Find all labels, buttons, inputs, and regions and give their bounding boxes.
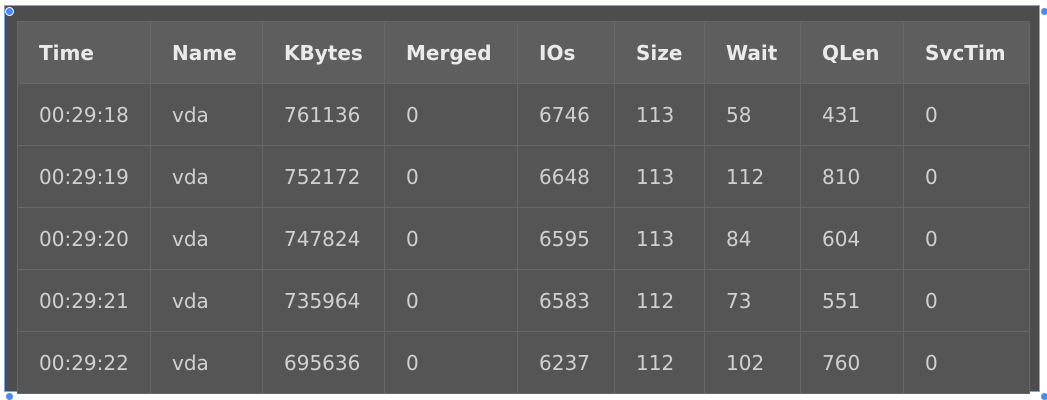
- col-header-qlen: QLen: [800, 21, 904, 84]
- cell-size: 112: [614, 331, 705, 394]
- data-table: Time Name KBytes Merged IOs Size Wait QL…: [17, 21, 1030, 394]
- cell-svctim: 0: [903, 207, 1030, 270]
- col-header-merged: Merged: [384, 21, 518, 84]
- cell-size: 113: [614, 207, 705, 270]
- cell-name: vda: [150, 145, 263, 208]
- col-header-svctim: SvcTim: [903, 21, 1030, 84]
- cell-svctim: 0: [903, 331, 1030, 394]
- cell-svctim: 0: [903, 269, 1030, 332]
- cell-merged: 0: [384, 83, 518, 146]
- table-panel: Time Name KBytes Merged IOs Size Wait QL…: [17, 21, 1030, 394]
- cell-wait: 73: [704, 269, 801, 332]
- cell-merged: 0: [384, 331, 518, 394]
- cell-svctim: 0: [903, 83, 1030, 146]
- col-header-time: Time: [17, 21, 151, 84]
- cell-size: 113: [614, 145, 705, 208]
- table-row: 00:29:22 vda 695636 0 6237 112 102 760 0: [17, 331, 1030, 394]
- cell-time: 00:29:19: [17, 145, 151, 208]
- cell-merged: 0: [384, 145, 518, 208]
- cell-name: vda: [150, 331, 263, 394]
- resize-handle-bottom-left[interactable]: [5, 392, 14, 400]
- cell-merged: 0: [384, 269, 518, 332]
- resize-handle-top-left[interactable]: [5, 7, 14, 16]
- cell-kbytes: 752172: [262, 145, 385, 208]
- cell-kbytes: 747824: [262, 207, 385, 270]
- cell-merged: 0: [384, 207, 518, 270]
- cell-qlen: 431: [800, 83, 904, 146]
- cell-wait: 112: [704, 145, 801, 208]
- col-header-ios: IOs: [517, 21, 615, 84]
- cell-name: vda: [150, 269, 263, 332]
- cell-ios: 6595: [517, 207, 615, 270]
- col-header-wait: Wait: [704, 21, 801, 84]
- table-row: 00:29:21 vda 735964 0 6583 112 73 551 0: [17, 269, 1030, 332]
- table-row: 00:29:19 vda 752172 0 6648 113 112 810 0: [17, 145, 1030, 208]
- cell-qlen: 810: [800, 145, 904, 208]
- resize-handle-bottom-right[interactable]: [1040, 392, 1047, 400]
- cell-kbytes: 695636: [262, 331, 385, 394]
- cell-wait: 58: [704, 83, 801, 146]
- cell-qlen: 760: [800, 331, 904, 394]
- cell-size: 112: [614, 269, 705, 332]
- cell-qlen: 551: [800, 269, 904, 332]
- cell-ios: 6583: [517, 269, 615, 332]
- col-header-size: Size: [614, 21, 705, 84]
- cell-ios: 6648: [517, 145, 615, 208]
- cell-name: vda: [150, 207, 263, 270]
- cell-kbytes: 735964: [262, 269, 385, 332]
- cell-wait: 102: [704, 331, 801, 394]
- cell-time: 00:29:21: [17, 269, 151, 332]
- selected-table-frame[interactable]: Time Name KBytes Merged IOs Size Wait QL…: [4, 5, 1047, 400]
- col-header-name: Name: [150, 21, 263, 84]
- table-row: 00:29:18 vda 761136 0 6746 113 58 431 0: [17, 83, 1030, 146]
- cell-ios: 6237: [517, 331, 615, 394]
- cell-wait: 84: [704, 207, 801, 270]
- cell-size: 113: [614, 83, 705, 146]
- resize-handle-top-right[interactable]: [1040, 7, 1047, 16]
- table-row: 00:29:20 vda 747824 0 6595 113 84 604 0: [17, 207, 1030, 270]
- cell-time: 00:29:22: [17, 331, 151, 394]
- cell-time: 00:29:18: [17, 83, 151, 146]
- table-header-row: Time Name KBytes Merged IOs Size Wait QL…: [17, 21, 1030, 84]
- cell-time: 00:29:20: [17, 207, 151, 270]
- cell-kbytes: 761136: [262, 83, 385, 146]
- cell-svctim: 0: [903, 145, 1030, 208]
- cell-qlen: 604: [800, 207, 904, 270]
- col-header-kbytes: KBytes: [262, 21, 385, 84]
- cell-ios: 6746: [517, 83, 615, 146]
- cell-name: vda: [150, 83, 263, 146]
